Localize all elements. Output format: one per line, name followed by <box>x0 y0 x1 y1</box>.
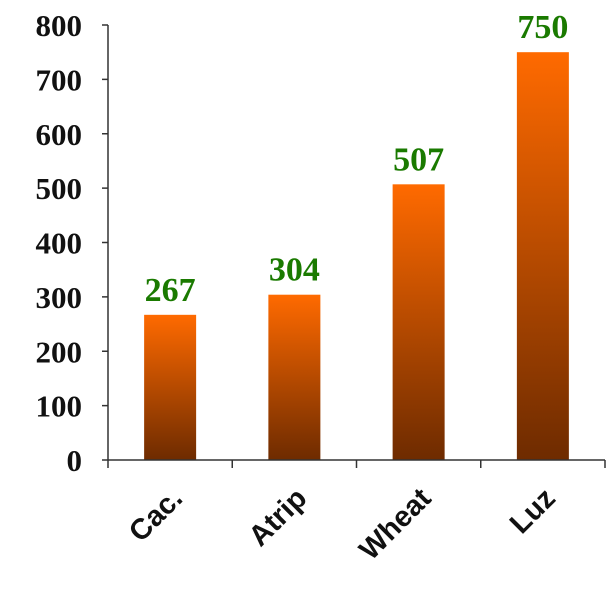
y-axis-ticks: 0 100 200 300 400 500 600 700 800 <box>36 8 108 478</box>
y-tick-label: 0 <box>67 443 83 478</box>
bar-cac <box>144 314 197 460</box>
bar-wheat <box>392 184 445 460</box>
data-label: 267 <box>145 272 196 309</box>
data-label: 750 <box>517 9 568 46</box>
x-tick-label: Wheat <box>353 482 437 566</box>
y-tick-label: 800 <box>36 8 83 43</box>
y-tick-label: 700 <box>36 62 83 97</box>
y-tick-label: 500 <box>36 171 83 206</box>
y-tick-label: 600 <box>36 117 83 152</box>
y-tick-label: 100 <box>36 389 83 424</box>
bar-atrip <box>268 294 321 460</box>
x-tick-label: Luz <box>504 482 562 540</box>
data-label: 304 <box>269 252 320 289</box>
y-tick-label: 200 <box>36 334 83 369</box>
y-tick-label: 300 <box>36 280 83 315</box>
data-labels: 267 304 507 750 <box>145 9 569 309</box>
y-tick-label: 400 <box>36 226 83 261</box>
x-tick-label: Cac. <box>123 482 189 548</box>
bar-luz <box>516 52 569 460</box>
x-axis-tick-labels: Cac. Atrip Wheat Luz <box>123 482 562 566</box>
x-axis <box>107 459 606 468</box>
data-label: 507 <box>393 141 444 178</box>
x-tick-label: Atrip <box>243 482 313 552</box>
bars <box>144 52 569 460</box>
